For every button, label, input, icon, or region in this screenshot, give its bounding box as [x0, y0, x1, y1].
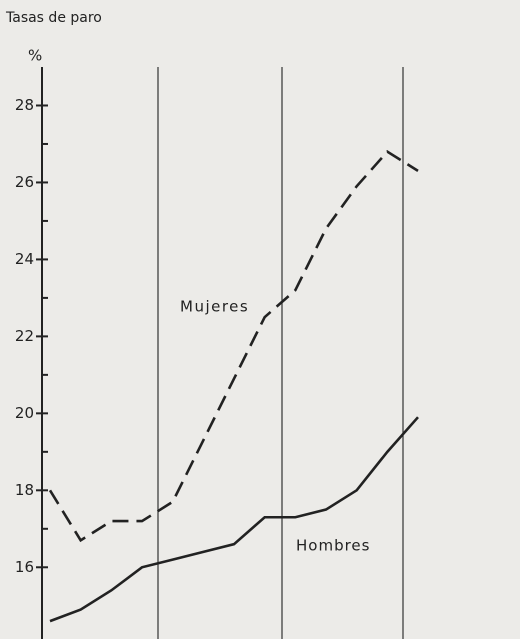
y-tick-label: 18: [15, 481, 34, 499]
series-label: Hombres: [296, 537, 370, 555]
series-label: Mujeres: [180, 298, 249, 316]
y-tick-label: 24: [15, 250, 34, 268]
series-line: [48, 149, 419, 543]
y-axis-label: %: [28, 47, 42, 65]
series-line: [49, 416, 419, 623]
y-tick-label: 20: [15, 404, 34, 422]
y-tick-label: 16: [15, 558, 34, 576]
y-tick-label: 22: [15, 327, 34, 345]
y-tick-label: 26: [15, 173, 34, 191]
chart-title: Tasas de paro: [5, 10, 102, 26]
y-tick-label: 28: [15, 96, 34, 114]
